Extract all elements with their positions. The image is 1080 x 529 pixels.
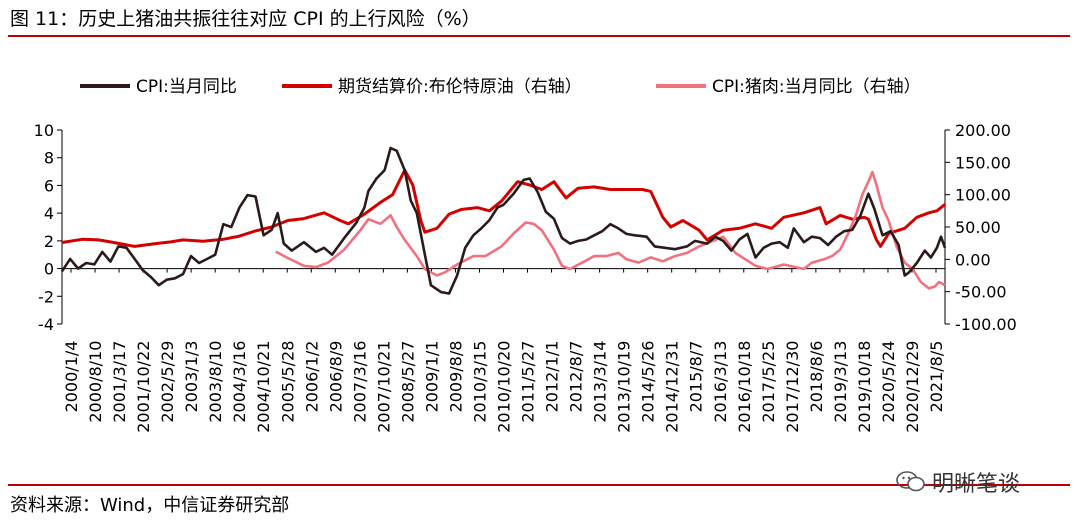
x-tick-label: 2001/3/17 (110, 341, 129, 423)
x-tick-label: 2005/5/28 (278, 341, 297, 423)
wechat-icon (896, 471, 925, 492)
legend-label-pork: CPI:猪肉:当月同比（右轴） (712, 77, 921, 97)
x-tick-label: 2007/10/21 (374, 341, 393, 433)
watermark: 明晰笔谈 (896, 466, 1020, 498)
y-right-tick-label: 200.00 (955, 121, 1011, 140)
legend: CPI:当月同比 期货结算价:布伦特原油（右轴） CPI:猪肉:当月同比（右轴） (80, 77, 921, 97)
x-tick-label: 2000/1/4 (62, 341, 81, 413)
x-tick-label: 2011/5/27 (519, 341, 538, 423)
x-tick-label: 2003/8/10 (206, 341, 225, 423)
x-tick-label: 2006/8/9 (326, 341, 345, 413)
x-tick-label: 2015/8/7 (687, 341, 706, 413)
source-rule (8, 484, 1070, 486)
x-tick-label: 2013/3/14 (591, 341, 610, 423)
x-tick-label: 2021/8/5 (927, 341, 946, 413)
x-tick-label: 2016/10/18 (735, 341, 754, 433)
x-tick-label: 2010/3/15 (470, 341, 489, 423)
x-tick-label: 2014/12/31 (663, 341, 682, 433)
x-tick-label: 2016/3/13 (711, 341, 730, 423)
y-left-tick-label: 8 (44, 149, 54, 168)
source-note: 资料来源：Wind，中信证券研究部 (10, 495, 290, 516)
chart-title: 图 11：历史上猪油共振往往对应 CPI 的上行风险（%） (10, 8, 481, 30)
x-tick-label: 2008/5/27 (398, 341, 417, 423)
x-tick-label: 2007/3/16 (350, 341, 369, 423)
x-tick-label: 2009/8/8 (446, 341, 465, 413)
x-tick-label: 2012/1/1 (543, 341, 562, 413)
watermark-text: 明晰笔谈 (932, 472, 1021, 497)
x-tick-label: 2019/3/13 (831, 341, 850, 423)
x-tick-label: 2002/5/29 (158, 341, 177, 423)
legend-label-brent: 期货结算价:布伦特原油（右轴） (338, 77, 582, 97)
y-right-tick-label: -100.00 (955, 315, 1017, 334)
y-left-tick-label: 6 (44, 176, 54, 195)
y-right-tick-label: 150.00 (955, 153, 1011, 172)
x-tick-label: 2020/5/24 (879, 341, 898, 423)
y-left-tick-label: 0 (44, 260, 54, 279)
x-tick-label: 2004/10/21 (254, 341, 273, 433)
x-tick-label: 2001/10/22 (134, 341, 153, 433)
x-tick-label: 2000/8/10 (86, 341, 105, 423)
series-line-brent (61, 168, 946, 248)
x-tick-label: 2014/5/26 (639, 341, 658, 423)
x-tick-label: 2013/10/19 (615, 341, 634, 433)
series-line-cpi (60, 146, 947, 295)
x-tick-label: 2010/10/20 (495, 341, 514, 433)
x-tick-label: 2006/1/2 (302, 341, 321, 413)
y-left-tick-label: 10 (34, 121, 54, 140)
series-line-pork (275, 170, 946, 290)
x-tick-label: 2018/8/6 (807, 341, 826, 413)
x-tick-label: 2017/5/25 (759, 341, 778, 423)
y-right-tick-label: 0.00 (955, 250, 991, 269)
y-right-tick-label: 50.00 (955, 218, 1001, 237)
x-tick-label: 2020/12/29 (903, 341, 922, 433)
y-left-tick-label: 2 (44, 232, 54, 251)
title-rule (8, 35, 1070, 37)
x-tick-label: 2012/8/7 (567, 341, 586, 413)
x-tick-label: 2009/1/1 (422, 341, 441, 413)
x-tick-label: 2003/1/3 (182, 341, 201, 413)
x-tick-label: 2017/12/30 (783, 341, 802, 433)
y-left-tick-label: -2 (38, 287, 54, 306)
x-tick-label: 2004/3/16 (230, 341, 249, 423)
y-left-tick-label: -4 (38, 315, 54, 334)
legend-label-cpi: CPI:当月同比 (136, 77, 237, 97)
y-right-tick-label: 100.00 (955, 186, 1011, 205)
y-left-tick-label: 4 (44, 204, 54, 223)
y-right-tick-label: -50.00 (955, 283, 1007, 302)
x-tick-label: 2019/10/18 (855, 341, 874, 433)
chart: CPI:当月同比 期货结算价:布伦特原油（右轴） CPI:猪肉:当月同比（右轴）… (34, 77, 1017, 433)
